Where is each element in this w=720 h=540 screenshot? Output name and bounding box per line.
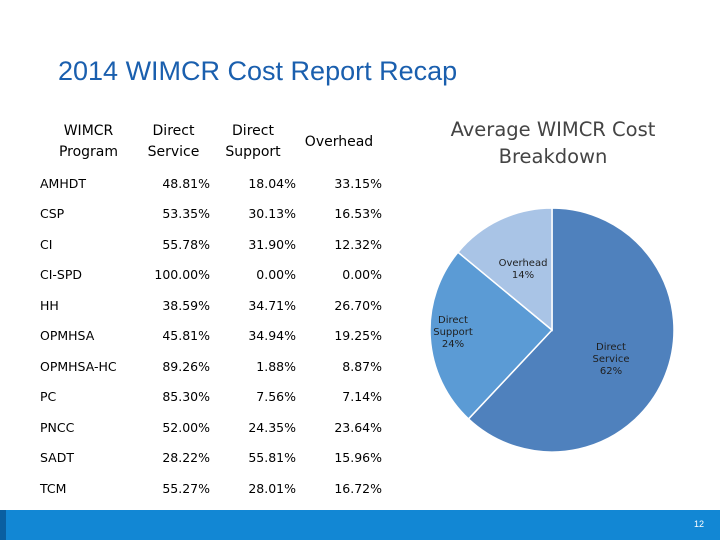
cell-overhead: 16.53% <box>334 206 382 222</box>
header-direct-support: Direct Support <box>210 116 296 168</box>
header-direct-service-line2: Service <box>147 144 200 160</box>
cell-direct-support: 34.71% <box>248 297 296 313</box>
cell-overhead: 15.96% <box>334 450 382 466</box>
table-row: OPMHSA 45.81% 34.94% 19.25% <box>40 321 382 352</box>
header-overhead-line1: Overhead <box>304 133 374 150</box>
footer-bar: 12 <box>0 510 720 540</box>
cell-program: CSP <box>40 206 65 222</box>
pie-slice-direct-service <box>467 207 675 453</box>
table-row: CI-SPD 100.00% 0.00% 0.00% <box>40 260 382 291</box>
cell-program: AMHDT <box>40 175 86 191</box>
cell-direct-support: 34.94% <box>248 328 296 344</box>
cell-overhead: 0.00% <box>342 267 382 283</box>
cell-program: OPMHSA-HC <box>40 358 117 374</box>
table-row: HH 38.59% 34.71% 26.70% <box>40 290 382 321</box>
cost-table: WIMCR Program Direct Service Direct Supp… <box>40 116 382 504</box>
cell-direct-support: 30.13% <box>248 206 296 222</box>
pie-slice-direct-support <box>429 251 554 420</box>
cell-direct-support: 55.81% <box>248 450 296 466</box>
cell-direct-service: 45.81% <box>162 328 210 344</box>
cell-overhead: 26.70% <box>334 297 382 313</box>
pie-label-overhead: Overhead 14% <box>499 258 548 281</box>
cell-direct-service: 85.30% <box>162 389 210 405</box>
table-row: PNCC 52.00% 24.35% 23.64% <box>40 412 382 443</box>
cell-program: PNCC <box>40 419 75 435</box>
cell-direct-service: 89.26% <box>162 358 210 374</box>
header-direct-support-line1: Direct <box>232 123 274 139</box>
table-row: CI 55.78% 31.90% 12.32% <box>40 229 382 260</box>
table-row: OPMHSA-HC 89.26% 1.88% 8.87% <box>40 351 382 382</box>
cell-program: OPMHSA <box>40 328 95 344</box>
footer-bar-edge <box>0 510 6 540</box>
page-number: 12 <box>693 519 704 529</box>
cell-direct-support: 0.00% <box>256 267 296 283</box>
cell-direct-support: 7.56% <box>256 389 296 405</box>
cell-direct-service: 53.35% <box>162 206 210 222</box>
header-direct-service-line1: Direct <box>152 123 195 139</box>
cell-direct-service: 28.22% <box>162 450 210 466</box>
cell-overhead: 19.25% <box>334 328 382 344</box>
header-program: WIMCR Program <box>40 116 137 168</box>
cell-overhead: 33.15% <box>334 175 382 191</box>
pie-slice-overhead <box>456 207 553 332</box>
table-row: AMHDT 48.81% 18.04% 33.15% <box>40 168 382 199</box>
cell-program: SADT <box>40 450 74 466</box>
cell-direct-support: 24.35% <box>248 419 296 435</box>
cell-overhead: 23.64% <box>334 419 382 435</box>
cell-overhead: 8.87% <box>342 358 382 374</box>
cell-direct-support: 31.90% <box>248 236 296 252</box>
cell-program: CI <box>40 236 53 252</box>
cell-direct-service: 48.81% <box>162 175 210 191</box>
header-direct-support-line2: Support <box>225 144 281 160</box>
header-overhead: Overhead <box>296 116 382 168</box>
pie-label-direct-support: Direct Support 24% <box>433 315 473 350</box>
cell-overhead: 12.32% <box>334 236 382 252</box>
cell-direct-support: 28.01% <box>248 480 296 496</box>
cell-direct-support: 1.88% <box>256 358 296 374</box>
cell-direct-service: 38.59% <box>162 297 210 313</box>
cell-program: CI-SPD <box>40 267 83 283</box>
table-row: CSP 53.35% 30.13% 16.53% <box>40 199 382 230</box>
slide-title: 2014 WIMCR Cost Report Recap <box>58 56 458 86</box>
cell-program: HH <box>40 297 59 313</box>
cell-program: PC <box>40 389 57 405</box>
table-row: PC 85.30% 7.56% 7.14% <box>40 382 382 413</box>
cell-program: TCM <box>40 480 67 496</box>
cell-direct-service: 52.00% <box>162 419 210 435</box>
table-header-row: WIMCR Program Direct Service Direct Supp… <box>40 116 382 168</box>
cell-direct-support: 18.04% <box>248 175 296 191</box>
cell-direct-service: 55.78% <box>162 236 210 252</box>
pie-label-direct-service: Direct Service 62% <box>593 342 630 377</box>
cell-direct-service: 100.00% <box>154 267 210 283</box>
header-program-line1: WIMCR <box>63 123 114 139</box>
cell-overhead: 16.72% <box>334 480 382 496</box>
table-row: SADT 28.22% 55.81% 15.96% <box>40 443 382 474</box>
pie-chart-title: Average WIMCR Cost Breakdown <box>450 118 656 168</box>
header-program-line2: Program <box>58 144 119 160</box>
cell-direct-service: 55.27% <box>162 480 210 496</box>
header-direct-service: Direct Service <box>137 116 210 168</box>
cell-overhead: 7.14% <box>342 389 382 405</box>
table-row: TCM 55.27% 28.01% 16.72% <box>40 473 382 504</box>
